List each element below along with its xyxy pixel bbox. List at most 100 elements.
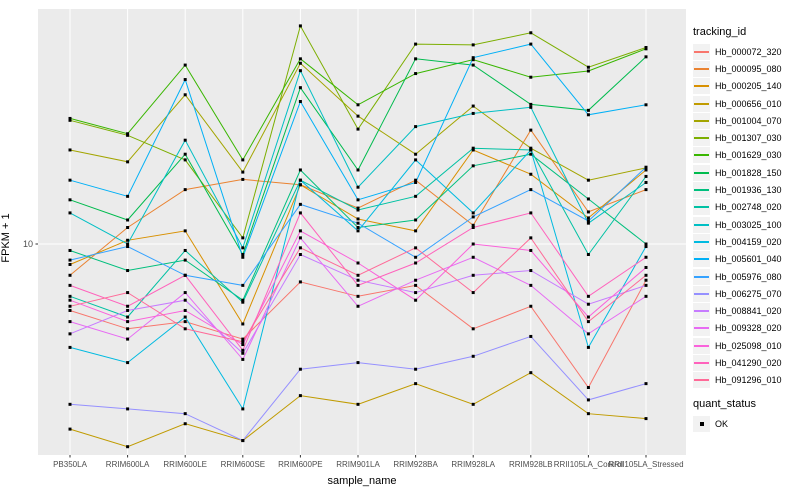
data-point	[241, 253, 245, 257]
series-line-icon	[694, 327, 709, 330]
data-point	[241, 343, 245, 347]
legend-item-label: Hb_001307_030	[715, 133, 782, 144]
x-tick-label: RRIM928BA	[393, 460, 438, 469]
legend-item: Hb_001936_130	[693, 181, 799, 199]
data-point	[241, 357, 245, 361]
data-point	[298, 229, 302, 233]
data-point	[68, 178, 72, 182]
legend-item: Hb_001004_070	[693, 112, 799, 129]
data-point	[126, 407, 130, 411]
data-point	[529, 211, 533, 215]
series-key-swatch	[693, 354, 710, 371]
quant-status-legend: quant_status OK	[693, 398, 799, 432]
data-point	[183, 188, 187, 192]
legend-item: Hb_041290_020	[693, 354, 799, 371]
series-key-swatch	[693, 164, 710, 181]
data-point	[183, 63, 187, 67]
data-point	[183, 152, 187, 156]
data-point	[471, 223, 475, 227]
legend-item-label: Hb_003025_100	[715, 219, 782, 230]
data-point	[241, 177, 245, 181]
legend-item: Hb_025098_010	[693, 337, 799, 354]
series-key-swatch	[693, 78, 710, 95]
data-point	[126, 304, 130, 308]
x-tick-label: RRII105LA_Control	[554, 460, 624, 469]
legend-item: Hb_008841_020	[693, 302, 799, 320]
data-point	[644, 242, 648, 246]
legend-item-label: Hb_006275_070	[715, 288, 782, 299]
legend-item: Hb_001307_030	[693, 129, 799, 147]
data-point	[644, 273, 648, 277]
data-point	[471, 104, 475, 108]
data-point	[356, 208, 360, 212]
series-key-swatch	[693, 199, 710, 216]
series-line-icon	[694, 361, 709, 364]
data-point	[471, 215, 475, 219]
series-line-icon	[694, 102, 709, 105]
data-point	[644, 47, 648, 51]
data-point	[586, 320, 590, 324]
data-point	[183, 273, 187, 277]
legend-item-label: Hb_041290_020	[715, 357, 782, 368]
series-line-icon	[694, 189, 709, 192]
data-point	[414, 72, 418, 76]
legend-item-label: Hb_001828_150	[715, 167, 782, 178]
data-point	[68, 116, 72, 120]
series-line-icon	[694, 50, 709, 53]
data-point	[586, 253, 590, 257]
x-tick-label: RRIM600LE	[163, 460, 207, 469]
data-point	[356, 361, 360, 365]
data-point	[183, 258, 187, 262]
legend-item-label: Hb_025098_010	[715, 340, 782, 351]
legend-item-label: Hb_009328_020	[715, 323, 782, 334]
x-tick-label: RRIM600LA	[106, 460, 150, 469]
data-point	[356, 217, 360, 221]
data-point	[68, 248, 72, 252]
data-point	[298, 61, 302, 65]
data-point	[644, 278, 648, 282]
data-point	[644, 255, 648, 259]
data-point	[529, 102, 533, 106]
x-tick-label: RRIM928LA	[451, 460, 495, 469]
data-point	[529, 105, 533, 109]
data-point	[126, 218, 130, 222]
data-point	[126, 337, 130, 341]
data-point	[298, 202, 302, 206]
data-point	[68, 273, 72, 277]
data-point	[414, 42, 418, 46]
series-key-swatch	[693, 233, 710, 250]
data-point	[414, 180, 418, 184]
data-point	[644, 174, 648, 178]
legend-item: Hb_005601_040	[693, 251, 799, 268]
tracking-id-legend-title: tracking_id	[693, 26, 747, 38]
data-point	[241, 298, 245, 302]
data-point	[529, 31, 533, 35]
data-point	[183, 158, 187, 162]
data-point	[356, 402, 360, 406]
data-point	[298, 57, 302, 61]
series-key-swatch	[693, 182, 710, 199]
data-point	[644, 55, 648, 59]
series-line-icon	[694, 275, 709, 278]
data-point	[356, 294, 360, 298]
data-point	[586, 65, 590, 69]
data-point	[241, 337, 245, 341]
data-point	[68, 308, 72, 312]
data-point	[126, 132, 130, 136]
data-point	[126, 269, 130, 273]
data-point	[586, 302, 590, 306]
data-point	[529, 152, 533, 156]
data-point	[68, 294, 72, 298]
legend-item-label: Hb_002748_020	[715, 202, 782, 213]
series-key-swatch	[693, 268, 710, 285]
data-point	[414, 194, 418, 198]
data-point	[298, 253, 302, 257]
data-point	[68, 304, 72, 308]
data-point	[241, 351, 245, 355]
series-line-icon	[694, 119, 709, 122]
data-point	[586, 294, 590, 298]
series-key-swatch	[693, 337, 710, 354]
data-point	[241, 158, 245, 162]
data-point	[126, 445, 130, 449]
data-point	[241, 300, 245, 304]
